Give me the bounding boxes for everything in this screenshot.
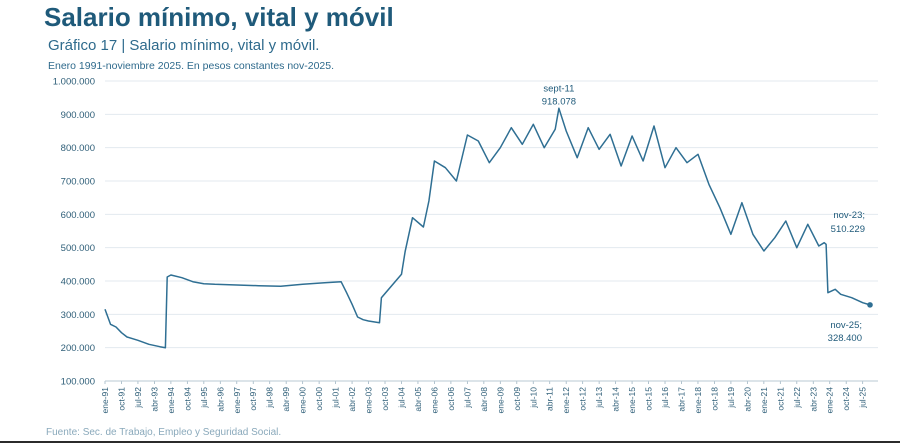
x-tick-label: abr-05 bbox=[413, 387, 423, 412]
x-tick-label: oct-24 bbox=[841, 387, 851, 411]
x-tick-label: jul-19 bbox=[726, 387, 736, 409]
x-tick-label: jul-22 bbox=[792, 387, 802, 409]
x-tick-label: ene-94 bbox=[166, 387, 176, 414]
x-tick-label: ene-24 bbox=[825, 387, 835, 414]
annotation-label: nov-25; bbox=[830, 320, 862, 331]
y-axis: 100.000 200.000 300.000 400.000 500.000 600.0… bbox=[53, 77, 95, 388]
y-tick-label: 900.000 bbox=[61, 110, 95, 121]
x-tick-label: ene-09 bbox=[495, 387, 505, 414]
series-group bbox=[104, 107, 873, 349]
annotation-label: sept-11 bbox=[543, 83, 574, 94]
y-tick-label: 600.000 bbox=[61, 210, 95, 221]
x-tick-label: oct-00 bbox=[314, 387, 324, 411]
x-tick-label: jul-01 bbox=[331, 387, 341, 409]
x-axis: ene-91 oct-91 jul-92 abr-93 ene-94 oct-94 jul-… bbox=[100, 380, 878, 414]
x-tick-label: oct-91 bbox=[116, 387, 126, 411]
x-tick-label: jul-13 bbox=[594, 387, 604, 409]
x-tick-label: jul-92 bbox=[133, 387, 143, 409]
y-tick-label: 300.000 bbox=[61, 310, 95, 321]
x-tick-label: abr-11 bbox=[545, 387, 555, 411]
x-tick-label: oct-21 bbox=[775, 387, 785, 411]
annotation-value: 918.078 bbox=[542, 96, 576, 107]
x-tick-label: abr-17 bbox=[676, 387, 686, 412]
annotations: sept-11 918.078 nov-23; 510.229 nov-25; 328.4… bbox=[542, 83, 865, 344]
page-title: Salario mínimo, vital y móvil bbox=[44, 2, 394, 32]
x-tick-label: oct-06 bbox=[446, 387, 456, 411]
y-tick-label: 800.000 bbox=[61, 143, 95, 154]
x-tick-label: oct-18 bbox=[709, 387, 719, 411]
annotation-value: 328.400 bbox=[828, 333, 862, 344]
end-point-marker bbox=[867, 302, 873, 308]
x-tick-label: jul-04 bbox=[396, 387, 406, 409]
x-tick-label: abr-99 bbox=[281, 387, 291, 412]
y-tick-label: 500.000 bbox=[61, 243, 95, 254]
series-line-0 bbox=[104, 107, 871, 349]
y-tick-label: 200.000 bbox=[61, 343, 95, 354]
x-tick-label: ene-15 bbox=[627, 387, 637, 414]
chart-note: Enero 1991-noviembre 2025. En pesos cons… bbox=[48, 60, 335, 72]
x-tick-label: abr-14 bbox=[611, 387, 621, 412]
y-tick-label: 700.000 bbox=[61, 177, 95, 188]
x-tick-label: jul-98 bbox=[265, 387, 275, 409]
x-tick-label: ene-12 bbox=[561, 387, 571, 414]
x-tick-label: jul-16 bbox=[660, 387, 670, 409]
chart-subtitle: Gráfico 17 | Salario mínimo, vital y móv… bbox=[48, 37, 320, 54]
x-tick-label: ene-97 bbox=[232, 387, 242, 414]
x-tick-label: jul-95 bbox=[199, 387, 209, 409]
x-tick-label: ene-00 bbox=[298, 387, 308, 414]
x-tick-label: abr-08 bbox=[479, 387, 489, 412]
x-tick-label: abr-93 bbox=[149, 387, 159, 412]
x-tick-label: jul-07 bbox=[462, 387, 472, 409]
x-tick-label: oct-97 bbox=[248, 387, 258, 411]
x-tick-label: oct-15 bbox=[644, 387, 654, 411]
x-tick-label: ene-18 bbox=[693, 387, 703, 414]
x-tick-label: abr-23 bbox=[808, 387, 818, 412]
x-tick-label: oct-12 bbox=[578, 387, 588, 411]
x-tick-label: oct-94 bbox=[182, 387, 192, 411]
x-tick-label: abr-96 bbox=[215, 387, 225, 412]
source-note: Fuente: Sec. de Trabajo, Empleo y Seguri… bbox=[46, 427, 282, 438]
x-tick-label: ene-03 bbox=[364, 387, 374, 414]
bottom-rule bbox=[0, 441, 900, 443]
x-tick-label: oct-03 bbox=[380, 387, 390, 411]
annotation-label: nov-23; bbox=[833, 210, 865, 221]
annotation-value: 510.229 bbox=[831, 224, 865, 235]
x-tick-label: jul-25 bbox=[858, 387, 868, 409]
x-tick-label: oct-09 bbox=[512, 387, 522, 411]
x-tick-label: abr-02 bbox=[347, 387, 357, 412]
chart-grid bbox=[105, 80, 878, 382]
x-tick-label: ene-06 bbox=[429, 387, 439, 414]
x-tick-label: ene-21 bbox=[759, 387, 769, 414]
x-tick-label: ene-91 bbox=[100, 387, 110, 414]
y-tick-label: 1.000.000 bbox=[53, 77, 95, 88]
x-tick-label: jul-10 bbox=[528, 387, 538, 409]
x-tick-label: abr-20 bbox=[742, 387, 752, 412]
y-tick-label: 400.000 bbox=[61, 277, 95, 288]
y-tick-label: 100.000 bbox=[61, 377, 95, 388]
